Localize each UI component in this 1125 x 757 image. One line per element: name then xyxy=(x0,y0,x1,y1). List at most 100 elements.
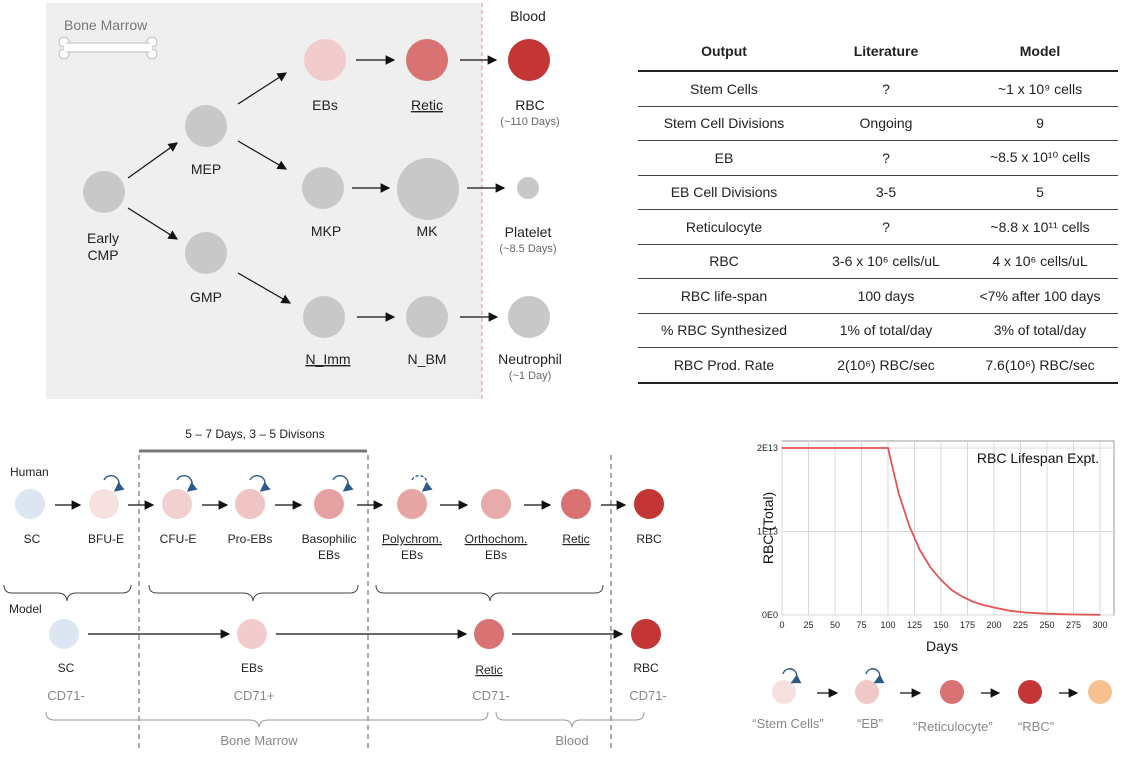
mkp-cell xyxy=(302,167,344,209)
model-label: Model xyxy=(9,602,42,616)
human-basophilic-label-2: EBs xyxy=(318,548,340,562)
model-rbc-marker: CD71- xyxy=(629,688,667,703)
duration-bracket-label: 5 – 7 Days, 3 – 5 Divisons xyxy=(185,427,324,441)
chart-ticks: 0 25 50 75 100 125 150 175 200 225 250 275 300 0E0 1E1… xyxy=(757,443,1108,630)
x-tick-label: 300 xyxy=(1092,620,1107,630)
platelet-label: Platelet xyxy=(505,224,552,240)
table-cell: 3-6 x 10⁶ cells/uL xyxy=(810,244,962,279)
x-axis-label: Days xyxy=(926,638,958,654)
data-point xyxy=(898,492,900,494)
output-comparison-table: Output Literature Model Stem Cells? ~1 x … xyxy=(638,32,1118,384)
data-point xyxy=(887,447,889,449)
mep-cell xyxy=(185,105,227,147)
bone-marrow-label: Bone Marrow xyxy=(64,17,148,33)
human-pro-ebs-label: Pro-EBs xyxy=(228,532,273,546)
gmp-label: GMP xyxy=(190,289,222,305)
table-row: Stem Cell Divisions Ongoing 9 xyxy=(638,106,1118,141)
flow-retic-cell xyxy=(940,680,964,704)
human-rbc-label: RBC xyxy=(636,532,662,546)
table-row: Reticulocyte? ~8.8 x 10¹¹ cells xyxy=(638,209,1118,245)
human-sc-cell xyxy=(15,489,45,519)
flow-rbc-cell xyxy=(1018,680,1042,704)
data-point xyxy=(951,589,953,591)
y-tick-label: 1E13 xyxy=(757,527,778,537)
x-tick-label: 250 xyxy=(1039,620,1054,630)
data-point xyxy=(929,566,932,569)
model-ebs-label: EBs xyxy=(241,661,263,675)
table-cell: Stem Cells xyxy=(638,71,810,107)
model-rbc-label: RBC xyxy=(633,661,659,675)
table-cell: 3-5 xyxy=(810,175,962,210)
table-cell: ~8.5 x 10¹⁰ cells xyxy=(962,140,1118,176)
data-point xyxy=(1046,613,1048,615)
table-cell: ? xyxy=(810,140,962,176)
human-label: Human xyxy=(10,465,49,479)
table-row: % RBC Synthesized 1% of total/day 3% of to… xyxy=(638,313,1118,348)
y-axis-label: RBC (Total) xyxy=(760,492,776,564)
model-sc-cell xyxy=(49,619,79,649)
x-tick-label: 225 xyxy=(1013,620,1028,630)
partial-renewal-icon xyxy=(411,474,433,492)
n-imm-label: N_Imm xyxy=(305,351,350,367)
human-bfu-e-cell xyxy=(89,489,119,519)
table-cell: % RBC Synthesized xyxy=(638,313,810,348)
bone-marrow-location-label: Bone Marrow xyxy=(220,733,298,748)
flow-eb-cell xyxy=(855,680,879,704)
human-bfu-e-label: BFU-E xyxy=(88,532,124,546)
x-tick-label: 175 xyxy=(960,620,975,630)
human-polychrom-label: Polychrom. xyxy=(382,532,442,546)
model-ebs-marker: CD71+ xyxy=(234,688,275,703)
data-point xyxy=(1009,610,1011,612)
table-cell: 2(10⁶) RBC/sec xyxy=(810,347,962,384)
rbc-cell xyxy=(508,39,550,81)
flow-removed-cell xyxy=(1088,680,1112,704)
table-row: Stem Cells? ~1 x 10⁹ cells xyxy=(638,71,1118,107)
table-cell: EB xyxy=(638,140,810,176)
header-output: Output xyxy=(638,32,810,72)
data-point xyxy=(940,579,942,581)
data-point xyxy=(919,549,921,551)
n-bm-label: N_BM xyxy=(408,351,447,367)
human-retic-cell xyxy=(561,489,591,519)
mk-label: MK xyxy=(417,223,439,239)
mk-cell xyxy=(397,158,459,220)
cmp-label: CMP xyxy=(87,247,118,263)
table-cell: Reticulocyte xyxy=(638,209,810,245)
stage-dividers xyxy=(138,455,612,752)
table-cell: ~8.8 x 10¹¹ cells xyxy=(962,209,1118,245)
ebs-cell xyxy=(304,39,346,81)
y-tick-label: 2E13 xyxy=(757,443,778,453)
table-row: RBC Prod. Rate 2(10⁶) RBC/sec 7.6(10⁶) RBC… xyxy=(638,347,1118,384)
data-point xyxy=(993,606,995,609)
gmp-cell xyxy=(185,232,227,274)
table-cell: 4 x 10⁶ cells/uL xyxy=(962,244,1118,279)
human-polychrom-label-2: EBs xyxy=(401,548,423,562)
data-point xyxy=(908,525,910,527)
blood-location-label: Blood xyxy=(555,733,588,748)
platelet-cell xyxy=(517,177,539,199)
x-tick-label: 100 xyxy=(880,620,895,630)
retic-label: Retic xyxy=(411,97,443,113)
neutrophil-cell xyxy=(508,296,550,338)
x-tick-label: 275 xyxy=(1066,620,1081,630)
header-model: Model xyxy=(962,32,1118,72)
x-tick-label: 50 xyxy=(830,620,840,630)
table-cell: EB Cell Divisions xyxy=(638,175,810,210)
neutrophil-label: Neutrophil xyxy=(498,351,562,367)
table-cell: RBC Prod. Rate xyxy=(638,347,810,384)
bone-icon xyxy=(58,36,158,60)
platelet-lifespan: (~8.5 Days) xyxy=(499,243,556,255)
table-row: RBC 3-6 x 10⁶ cells/uL 4 x 10⁶ cells/uL xyxy=(638,244,1118,279)
flow-retic-label: “Reticulocyte” xyxy=(913,719,992,734)
rbc-lifespan-chart: 0 25 50 75 100 125 150 175 200 225 250 275 300 0E0 1E1… xyxy=(757,440,1115,654)
mep-label: MEP xyxy=(191,161,221,177)
table-cell: ? xyxy=(810,209,962,245)
rbc-lifespan: (~110 Days) xyxy=(500,116,559,128)
self-renewal-icon xyxy=(249,474,271,492)
human-polychrom-cell xyxy=(397,489,427,519)
x-tick-label: 125 xyxy=(907,620,922,630)
table-row: EB Cell Divisions 3-5 5 xyxy=(638,175,1118,210)
model-compartments-flow: “Stem Cells” “EB” “Reticulocyte” “RBC” xyxy=(752,668,1112,734)
plot-area xyxy=(781,440,1115,616)
